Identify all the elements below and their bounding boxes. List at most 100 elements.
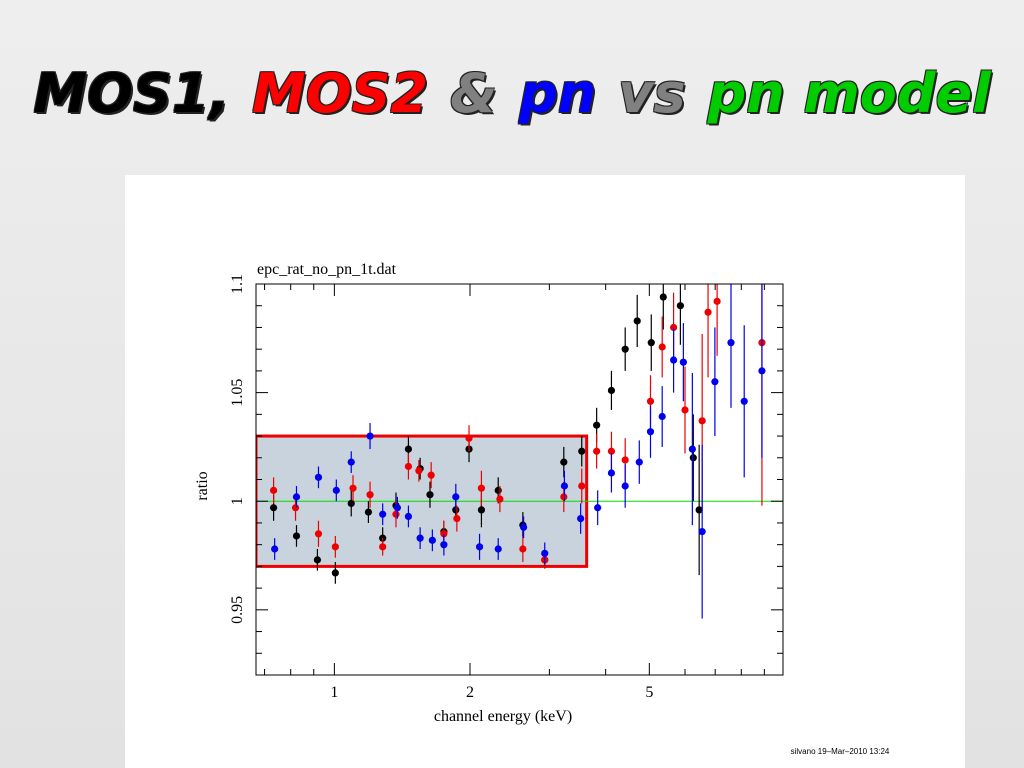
data-point xyxy=(427,471,435,479)
data-point xyxy=(519,545,527,553)
data-point xyxy=(607,469,616,477)
data-point xyxy=(727,339,735,347)
data-point xyxy=(594,504,602,512)
data-point xyxy=(578,447,586,455)
y-tick-label: 0.95 xyxy=(229,596,246,624)
data-point xyxy=(633,317,641,325)
data-point xyxy=(658,412,666,421)
data-point xyxy=(292,532,301,540)
y-tick-label: 1 xyxy=(229,497,246,505)
title-part: vs xyxy=(618,62,686,125)
data-point xyxy=(659,293,667,301)
data-point xyxy=(658,343,666,351)
data-point xyxy=(494,545,502,553)
data-point xyxy=(314,473,323,481)
x-tick-label: 2 xyxy=(466,684,474,701)
data-point xyxy=(465,434,473,442)
data-point xyxy=(314,530,323,538)
data-point xyxy=(607,386,616,395)
data-point xyxy=(621,482,629,490)
data-point xyxy=(681,406,689,414)
y-axis-label: ratio xyxy=(194,471,211,500)
data-point xyxy=(647,339,655,347)
data-point xyxy=(577,515,585,523)
data-point xyxy=(452,493,460,501)
data-point xyxy=(635,458,643,466)
data-point xyxy=(331,543,339,551)
data-point xyxy=(676,302,684,310)
data-point xyxy=(758,367,766,375)
data-point xyxy=(688,445,696,453)
title-part: MOS1, xyxy=(33,62,230,125)
data-point xyxy=(271,545,279,553)
data-point xyxy=(520,523,528,531)
data-point xyxy=(416,534,424,542)
data-point xyxy=(646,428,655,436)
data-point xyxy=(607,447,616,455)
data-point xyxy=(698,417,706,425)
data-point xyxy=(494,486,502,494)
data-point xyxy=(541,549,549,557)
data-point xyxy=(313,556,322,564)
data-point xyxy=(366,432,374,440)
data-point xyxy=(704,308,712,316)
data-point xyxy=(698,528,706,536)
data-point xyxy=(291,504,300,512)
slide-title: MOS1, MOS2 & pn vs pn model xyxy=(0,62,1024,125)
data-point xyxy=(331,569,339,577)
data-point xyxy=(578,482,586,490)
data-point xyxy=(393,504,401,512)
y-tick-label: 1.05 xyxy=(229,379,246,407)
data-point xyxy=(689,454,697,462)
data-point xyxy=(560,493,568,501)
data-point xyxy=(332,486,340,494)
data-point xyxy=(593,447,601,455)
data-point xyxy=(379,510,387,518)
data-point xyxy=(740,397,748,405)
data-point xyxy=(669,356,678,364)
data-point xyxy=(379,543,387,551)
x-tick-label: 1 xyxy=(330,684,338,701)
title-part: pn model xyxy=(707,62,991,125)
title-part: & xyxy=(450,62,498,125)
footer: silvano 19–Mar–2010 13:24 xyxy=(791,747,890,756)
data-point xyxy=(404,445,413,453)
data-point xyxy=(695,506,703,514)
data-point xyxy=(477,484,486,492)
data-point xyxy=(440,541,448,549)
plot-title: epc_rat_no_pn_1t.dat xyxy=(257,261,397,278)
data-point xyxy=(349,484,357,492)
data-point xyxy=(366,491,374,499)
data-point xyxy=(560,482,569,490)
data-point xyxy=(679,358,687,366)
data-point xyxy=(475,543,484,551)
data-point xyxy=(292,493,301,501)
plot-area xyxy=(256,284,783,619)
data-point xyxy=(496,495,504,503)
y-tick-label: 1.1 xyxy=(229,274,246,294)
x-tick-label: 5 xyxy=(645,684,653,701)
data-point xyxy=(347,499,355,507)
data-point xyxy=(711,378,719,386)
data-point xyxy=(426,491,434,499)
data-point xyxy=(404,462,413,471)
data-point xyxy=(347,458,355,466)
data-point xyxy=(453,515,461,523)
data-point xyxy=(646,397,655,405)
title-part: pn xyxy=(519,62,597,125)
data-point xyxy=(428,536,436,544)
data-point xyxy=(392,510,400,518)
data-point xyxy=(560,458,568,466)
title-part: MOS2 xyxy=(251,62,429,125)
data-point xyxy=(364,508,373,516)
data-point xyxy=(477,506,486,514)
data-point xyxy=(621,456,629,464)
data-point xyxy=(269,504,278,512)
data-point xyxy=(415,467,423,475)
data-point xyxy=(269,486,278,494)
data-point xyxy=(404,512,413,521)
x-axis-label: channel energy (keV) xyxy=(434,708,572,725)
data-point xyxy=(621,345,629,353)
